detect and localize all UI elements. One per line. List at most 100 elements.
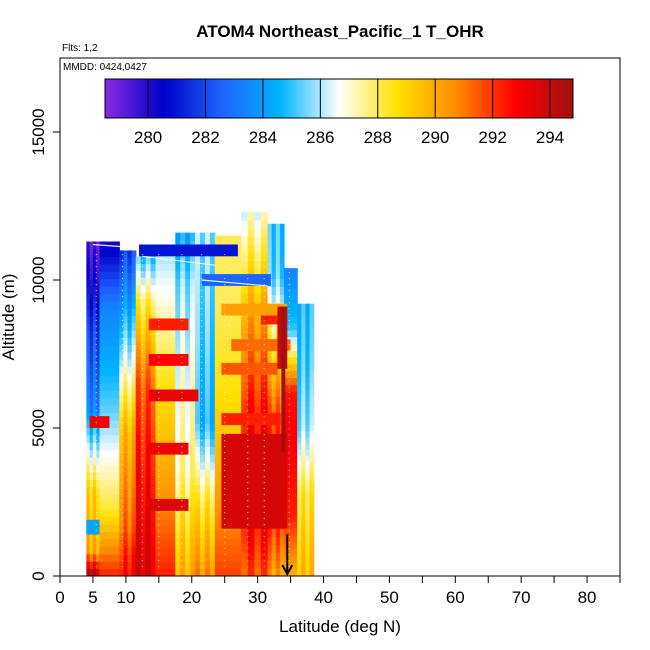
- heatmap-cell: [228, 386, 236, 396]
- heatmap-cell: [297, 376, 302, 383]
- heatmap-cell: [160, 348, 167, 357]
- heatmap-cell: [170, 512, 176, 520]
- x-tick-label: 60: [446, 588, 465, 607]
- colorbar-tick-label: 286: [306, 128, 334, 147]
- heatmap-cell: [92, 271, 97, 280]
- heatmap-cell: [293, 480, 298, 488]
- heatmap-cell: [131, 351, 137, 360]
- heatmap-cell: [293, 562, 298, 570]
- heatmap-cell: [140, 469, 147, 478]
- heatmap-cell: [99, 449, 106, 458]
- heatmap-cell: [170, 298, 176, 307]
- heatmap-cell: [190, 492, 196, 501]
- heatmap-cell: [140, 419, 147, 428]
- heatmap-cell: [305, 430, 311, 438]
- heatmap-cell: [200, 324, 206, 333]
- heatmap-cell: [234, 530, 242, 539]
- heatmap-cell: [175, 240, 181, 249]
- heatmap-cell: [297, 339, 302, 347]
- heatmap-cell: [155, 561, 162, 570]
- heatmap-cell: [114, 278, 120, 287]
- heatmap-cell: [114, 457, 120, 466]
- heatmap-cell: [135, 533, 142, 542]
- heatmap-cell: [204, 537, 211, 547]
- heatmap-cell: [290, 370, 295, 379]
- heatmap-cell: [180, 568, 186, 576]
- heatmap-cell: [185, 537, 191, 547]
- heatmap-cell: [155, 455, 162, 463]
- heatmap-cell: [127, 532, 133, 541]
- heatmap-cell: [114, 531, 120, 540]
- x-tick-label: 70: [512, 588, 531, 607]
- heatmap-cell: [165, 426, 171, 435]
- heatmap-cell: [92, 353, 97, 362]
- heatmap-cell: [309, 339, 315, 347]
- heatmap-cell: [247, 357, 255, 367]
- heatmap-cell: [254, 260, 262, 270]
- heatmap-cell: [155, 568, 162, 576]
- heatmap-cell: [214, 288, 223, 297]
- heatmap-cell: [109, 464, 115, 473]
- heatmap-cell: [104, 449, 111, 458]
- heatmap-cell: [96, 442, 101, 451]
- heatmap-cell: [297, 557, 302, 565]
- heatmap-cell: [135, 398, 142, 407]
- heatmap-cell: [86, 308, 91, 317]
- heatmap-cell: [204, 377, 211, 386]
- heatmap-cell: [175, 423, 181, 432]
- heatmap-cell: [305, 352, 311, 359]
- heatmap-cell: [267, 560, 273, 569]
- heatmap-cell: [89, 263, 94, 272]
- heatmap-cell: [190, 362, 196, 371]
- heatmap-cell: [123, 431, 129, 440]
- heatmap-cell: [309, 412, 315, 420]
- heatmap-cell: [247, 220, 255, 229]
- heatmap-cell: [241, 333, 249, 342]
- heatmap-cell: [104, 568, 111, 576]
- heatmap-cell: [123, 315, 129, 324]
- heatmap-cell: [260, 244, 269, 253]
- heatmap-cell: [135, 426, 142, 435]
- heatmap-cell: [293, 288, 298, 297]
- heatmap-cell: [190, 308, 196, 318]
- heatmap-cell: [275, 223, 281, 233]
- heatmap-cell: [140, 568, 147, 576]
- heatmap-cell: [305, 333, 311, 341]
- heatmap-cell: [221, 560, 229, 570]
- heatmap-cell: [290, 295, 295, 303]
- heatmap-cell: [209, 530, 216, 539]
- heatmap-cell: [200, 423, 206, 432]
- heatmap-cell: [185, 492, 191, 501]
- heatmap-cell: [214, 492, 223, 501]
- heatmap-cell: [195, 385, 201, 394]
- heatmap-cell: [228, 326, 236, 335]
- flight-track-segment: [201, 279, 268, 287]
- heatmap-cell: [131, 402, 137, 411]
- heatmap-cell: [260, 220, 269, 229]
- heatmap-cell: [127, 286, 133, 295]
- heatmap-cell: [200, 507, 206, 516]
- heatmap-cell: [275, 536, 281, 546]
- heatmap-cell: [123, 279, 129, 288]
- heatmap-cell: [305, 527, 311, 535]
- heatmap-cell: [165, 476, 171, 485]
- heatmap-cell: [123, 366, 129, 375]
- heatmap-cell: [175, 514, 181, 524]
- heatmap-cell: [150, 533, 157, 542]
- heatmap-cell: [135, 334, 142, 343]
- heatmap-cell: [109, 523, 115, 533]
- heatmap-cell: [175, 438, 181, 447]
- heatmap-cell: [284, 377, 288, 386]
- heatmap-cell: [297, 364, 302, 371]
- heatmap-cell: [127, 460, 133, 469]
- heatmap-cell: [214, 402, 223, 411]
- heatmap-cell: [254, 527, 262, 537]
- heatmap-cell: [89, 323, 94, 332]
- heatmap-cell: [155, 433, 162, 442]
- heatmap-cell: [145, 533, 152, 542]
- heatmap-cell: [140, 483, 147, 492]
- heatmap-cell: [150, 412, 157, 421]
- heatmap-cell: [185, 339, 191, 348]
- heatmap-cell: [170, 426, 176, 435]
- heatmap-cell: [209, 476, 216, 486]
